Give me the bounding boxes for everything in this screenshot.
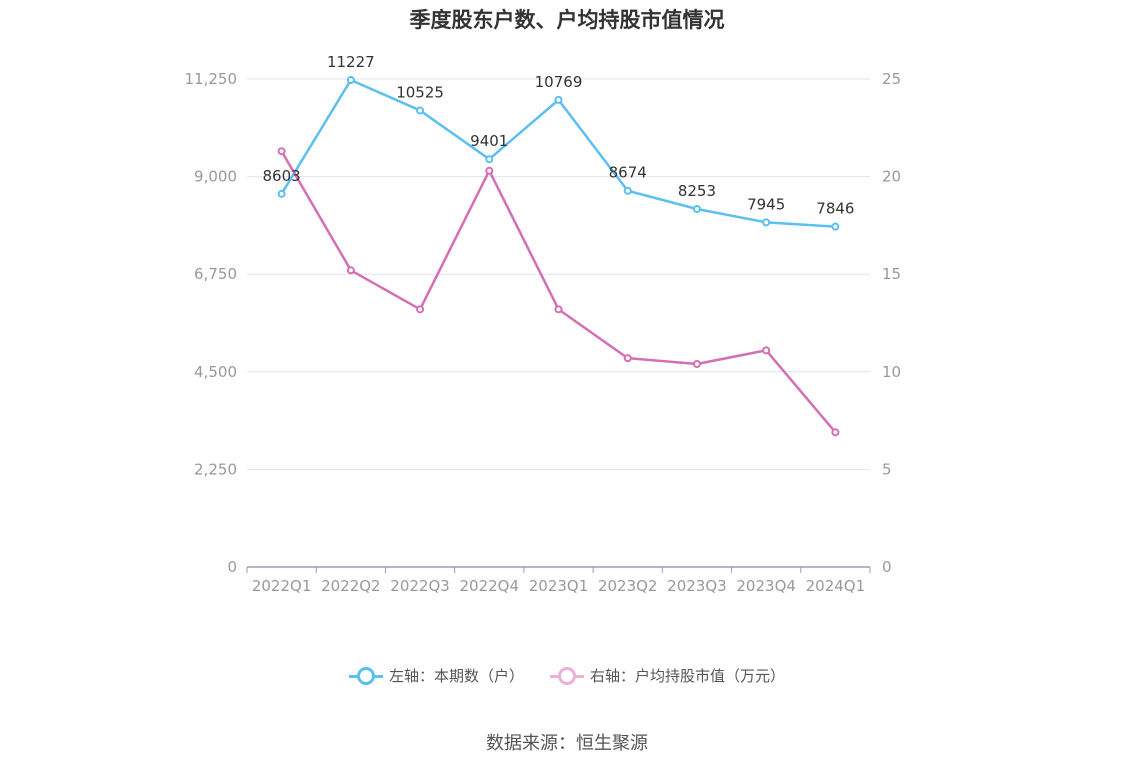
data-label: 7846 bbox=[816, 200, 854, 218]
left-tick-label: 6,750 bbox=[194, 265, 237, 283]
right-tick-label: 15 bbox=[882, 265, 901, 283]
data-point[interactable] bbox=[762, 218, 771, 227]
data-labels: 8603 11227 10525 9401 10769 8674 8253 7945 7846 bbox=[263, 53, 855, 218]
data-point[interactable] bbox=[346, 75, 355, 84]
data-label: 8674 bbox=[609, 164, 647, 182]
data-point[interactable] bbox=[623, 186, 632, 195]
data-point[interactable] bbox=[554, 305, 563, 314]
data-point[interactable] bbox=[692, 205, 701, 214]
left-tick-label: 2,250 bbox=[194, 460, 237, 478]
data-point[interactable] bbox=[485, 166, 494, 175]
right-axis-ticks: 0 5 10 15 20 25 bbox=[882, 70, 901, 576]
data-label: 10769 bbox=[535, 73, 583, 91]
data-point[interactable] bbox=[277, 189, 286, 198]
data-point[interactable] bbox=[485, 155, 494, 164]
series-lines bbox=[277, 75, 840, 437]
x-tick-label: 2022Q3 bbox=[390, 577, 450, 595]
data-point[interactable] bbox=[692, 359, 701, 368]
right-tick-label: 20 bbox=[882, 168, 901, 186]
left-tick-label: 9,000 bbox=[194, 168, 237, 186]
source-note: 数据来源：恒生聚源 bbox=[486, 733, 648, 754]
right-tick-label: 5 bbox=[882, 460, 892, 478]
data-point[interactable] bbox=[831, 222, 840, 231]
x-tick-label: 2022Q2 bbox=[321, 577, 381, 595]
data-point[interactable] bbox=[762, 346, 771, 355]
data-point[interactable] bbox=[831, 428, 840, 437]
legend-label: 左轴：本期数（户） bbox=[388, 667, 524, 685]
data-point[interactable] bbox=[416, 106, 425, 115]
x-tick-label: 2024Q1 bbox=[806, 577, 866, 595]
data-point[interactable] bbox=[277, 147, 286, 156]
legend-label: 右轴：户均持股市值（万元） bbox=[590, 667, 786, 685]
x-tick-label: 2023Q1 bbox=[529, 577, 589, 595]
legend-item-households[interactable]: 左轴：本期数（户） bbox=[348, 665, 524, 686]
x-axis-ticks: 2022Q1 2022Q2 2022Q3 2022Q4 2023Q1 2023Q2 2023… bbox=[246, 567, 871, 595]
line-chart: 0 2,250 4,500 6,750 9,000 11,250 0 5 10 15 20 25 2… bbox=[185, 53, 902, 595]
series-line-1 bbox=[280, 150, 837, 434]
x-tick-label: 2023Q2 bbox=[598, 577, 658, 595]
data-point[interactable] bbox=[554, 95, 563, 104]
legend: 左轴：本期数（户） 右轴：户均持股市值（万元） bbox=[0, 665, 1134, 686]
data-label: 9401 bbox=[470, 132, 508, 150]
data-label: 8603 bbox=[263, 167, 301, 185]
right-tick-label: 0 bbox=[882, 558, 892, 576]
data-label: 7945 bbox=[747, 195, 785, 213]
legend-swatch-pink bbox=[550, 666, 584, 686]
grid-lines bbox=[247, 78, 870, 568]
x-tick-label: 2022Q4 bbox=[460, 577, 520, 595]
chart-title: 季度股东户数、户均持股市值情况 bbox=[409, 8, 725, 32]
legend-swatch-blue bbox=[348, 666, 383, 686]
data-label: 10525 bbox=[396, 83, 444, 101]
right-tick-label: 10 bbox=[882, 363, 901, 381]
x-tick-label: 2023Q4 bbox=[736, 577, 796, 595]
legend-item-avg-value[interactable]: 右轴：户均持股市值（万元） bbox=[550, 665, 785, 686]
left-axis-ticks: 0 2,250 4,500 6,750 9,000 11,250 bbox=[185, 70, 238, 576]
data-point[interactable] bbox=[416, 305, 425, 314]
data-label: 8253 bbox=[678, 182, 716, 200]
x-tick-label: 2023Q3 bbox=[667, 577, 727, 595]
data-point[interactable] bbox=[623, 354, 632, 363]
data-label: 11227 bbox=[327, 53, 375, 71]
data-point[interactable] bbox=[346, 266, 355, 275]
right-tick-label: 25 bbox=[882, 70, 901, 88]
left-tick-label: 0 bbox=[227, 558, 237, 576]
x-tick-label: 2022Q1 bbox=[252, 577, 312, 595]
left-tick-label: 11,250 bbox=[185, 70, 238, 88]
left-tick-label: 4,500 bbox=[194, 363, 237, 381]
